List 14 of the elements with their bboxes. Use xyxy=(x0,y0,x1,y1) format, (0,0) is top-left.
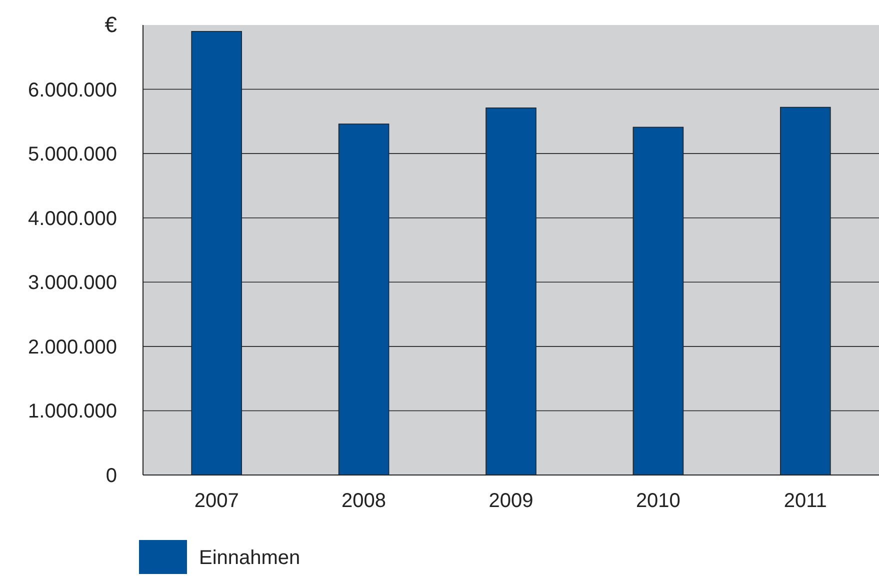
y-tick-label: 4.000.000 xyxy=(28,208,117,230)
y-tick-label: 6.000.000 xyxy=(28,79,117,102)
y-tick-label: 1.000.000 xyxy=(28,400,117,423)
y-tick-label: 3.000.000 xyxy=(28,272,117,294)
x-tick-label: 2007 xyxy=(194,490,239,512)
y-tick-label: 0 xyxy=(106,465,117,487)
x-tick-label: 2010 xyxy=(636,490,680,512)
x-tick-label: 2009 xyxy=(488,490,534,512)
x-tick-label: 2008 xyxy=(342,490,386,512)
y-tick-label: 5.000.000 xyxy=(28,144,117,166)
x-tick-label: 2011 xyxy=(784,490,827,512)
legend-label: Einnahmen xyxy=(199,547,300,569)
y-tick-label: 2.000.000 xyxy=(28,336,117,358)
y-axis-title: € xyxy=(104,12,117,37)
